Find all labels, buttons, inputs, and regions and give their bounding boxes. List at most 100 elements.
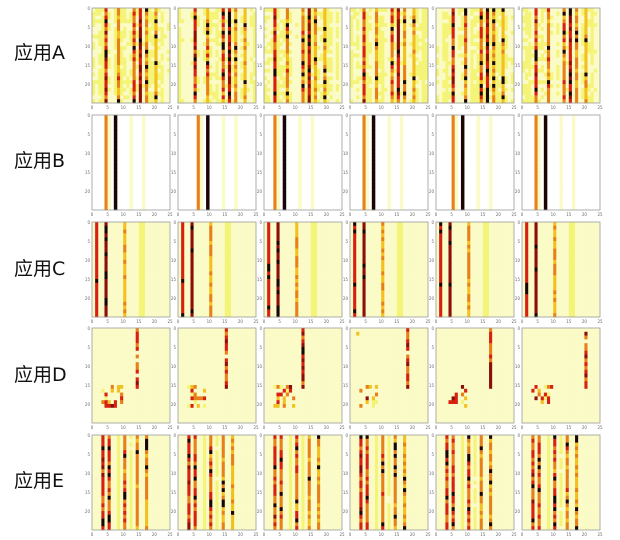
heatmap-cell — [473, 27, 477, 32]
heatmap-cell — [104, 225, 108, 230]
heatmap-cell — [234, 76, 238, 81]
heatmap-cell — [196, 84, 201, 89]
heatmap-cell — [326, 76, 330, 81]
heatmap-cell — [384, 95, 388, 100]
heatmap-cell — [237, 72, 241, 77]
heatmap-cell — [313, 76, 318, 81]
heatmap-cell — [95, 260, 99, 265]
heatmap-cell — [454, 65, 459, 70]
heatmap-cell — [356, 19, 360, 24]
heatmap-cell — [451, 126, 456, 131]
heatmap-cell — [454, 53, 459, 58]
heatmap-cell — [445, 46, 449, 51]
heatmap-cell — [279, 61, 284, 66]
heatmap-cell — [104, 175, 108, 180]
heatmap-cell — [129, 76, 133, 81]
heatmap-cell — [353, 99, 357, 104]
heatmap-cell — [528, 95, 532, 100]
heatmap-cell — [123, 57, 127, 62]
heatmap-cell — [335, 30, 340, 35]
heatmap-cell — [457, 42, 462, 47]
heatmap-cell — [92, 76, 96, 81]
heatmap-cell — [301, 11, 305, 16]
heatmap-cell — [190, 8, 194, 13]
heatmap-cell — [387, 130, 391, 135]
heatmap-cell — [154, 267, 158, 272]
heatmap-cell — [129, 118, 133, 123]
heatmap-cell — [415, 30, 419, 35]
heatmap-cell — [190, 30, 194, 35]
heatmap-cell — [543, 34, 548, 39]
heatmap-cell — [298, 19, 302, 24]
y-tick-label: 10 — [343, 151, 349, 156]
heatmap-cell — [556, 87, 560, 92]
heatmap-cell — [387, 153, 391, 158]
heatmap-cell — [282, 80, 287, 85]
heatmap-cell — [467, 87, 471, 92]
heatmap-cell — [145, 76, 149, 81]
heatmap-cell — [282, 145, 287, 150]
heatmap-cell — [403, 15, 407, 20]
heatmap-cell — [151, 241, 155, 246]
heatmap-cell — [273, 191, 277, 196]
heatmap-cell — [129, 206, 133, 211]
heatmap-cell — [196, 145, 201, 150]
heatmap-cell — [218, 61, 223, 66]
heatmap-cell — [384, 30, 388, 35]
heatmap-cell — [457, 84, 462, 89]
heatmap-cell — [181, 8, 185, 13]
heatmap-cell — [470, 49, 474, 54]
heatmap-cell — [454, 68, 459, 73]
heatmap-cell — [116, 260, 121, 265]
heatmap-cell — [476, 30, 481, 35]
heatmap-cell — [504, 11, 509, 16]
y-tick-label: 0 — [173, 113, 176, 118]
heatmap-cell — [104, 99, 108, 104]
heatmap-cell — [329, 72, 333, 77]
heatmap-cell — [154, 19, 158, 24]
heatmap-cell — [234, 160, 238, 165]
heatmap-cell — [116, 8, 121, 13]
heatmap-cell — [396, 91, 401, 96]
heatmap-cell — [98, 34, 102, 39]
heatmap-cell — [460, 134, 465, 139]
heatmap-cell — [129, 122, 133, 127]
heatmap-cell — [240, 27, 244, 32]
heatmap-cell — [166, 61, 171, 66]
heatmap-cell — [565, 87, 570, 92]
heatmap-cell — [95, 95, 99, 100]
heatmap-cell — [243, 65, 247, 70]
heatmap-cell — [371, 206, 376, 211]
heatmap-cell — [151, 244, 155, 249]
heatmap-cell — [199, 126, 204, 131]
heatmap-cell — [126, 241, 130, 246]
heatmap-cell — [489, 72, 493, 77]
heatmap-cell — [224, 30, 229, 35]
heatmap-cell — [584, 15, 588, 20]
heatmap-cell — [317, 30, 321, 35]
heatmap-cell — [457, 27, 462, 32]
heatmap-cell — [335, 19, 340, 24]
heatmap-cell — [387, 84, 391, 89]
heatmap-cell — [454, 23, 459, 28]
heatmap-cell — [267, 80, 271, 85]
heatmap-cell — [537, 122, 542, 127]
heatmap-cell — [510, 80, 515, 85]
heatmap-cell — [473, 23, 477, 28]
heatmap-cell — [199, 118, 204, 123]
heatmap-cell — [209, 72, 213, 77]
heatmap-cell — [163, 57, 168, 62]
heatmap-cell — [135, 11, 140, 16]
heatmap-cell — [107, 11, 112, 16]
heatmap-cell — [288, 61, 293, 66]
heatmap-cell — [227, 91, 232, 96]
heatmap-cell — [362, 68, 366, 73]
heatmap-cell — [231, 30, 235, 35]
heatmap-cell — [439, 53, 443, 58]
x-tick-label: 5 — [278, 212, 281, 217]
heatmap-cell — [387, 160, 391, 165]
heatmap-cell — [406, 27, 410, 32]
heatmap-cell — [473, 34, 477, 39]
heatmap-cell — [454, 126, 459, 131]
heatmap-cell — [553, 42, 557, 47]
